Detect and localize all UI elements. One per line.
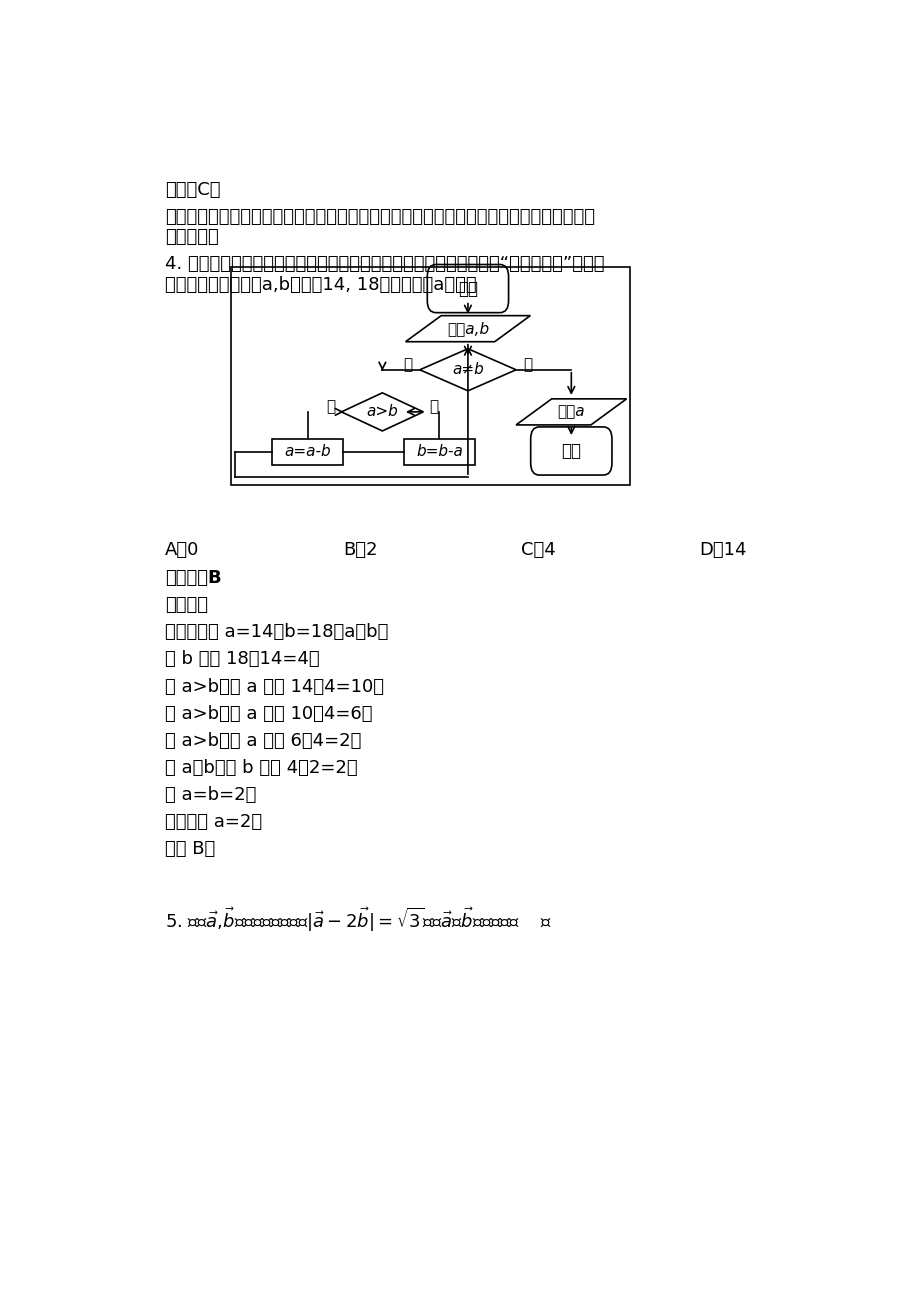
Text: 故选：C．: 故选：C． <box>165 181 221 199</box>
Bar <box>231 267 630 486</box>
Text: 故选 B．: 故选 B． <box>165 840 215 858</box>
Text: 是: 是 <box>326 400 335 414</box>
Text: 输入a,b: 输入a,b <box>447 322 489 336</box>
Text: 则 b 变为 18－14=4，: 则 b 变为 18－14=4， <box>165 651 319 668</box>
Text: b=b-a: b=b-a <box>415 444 462 460</box>
Text: 于基础题．: 于基础题． <box>165 228 219 246</box>
Bar <box>403 439 474 465</box>
Text: 由 a>b，则 a 变为 10－4=6，: 由 a>b，则 a 变为 10－4=6， <box>165 704 372 723</box>
Polygon shape <box>405 315 529 341</box>
Text: 是: 是 <box>403 357 413 372</box>
Text: B．2: B．2 <box>343 542 378 560</box>
Text: 输出a: 输出a <box>557 405 584 419</box>
FancyBboxPatch shape <box>426 264 508 312</box>
Text: 【解析】: 【解析】 <box>165 596 208 615</box>
Text: 则输出的 a=2．: 则输出的 a=2． <box>165 812 262 831</box>
Text: D．14: D．14 <box>698 542 746 560</box>
Bar <box>272 439 343 465</box>
Text: A．0: A．0 <box>165 542 199 560</box>
Text: 【详解】由 a=14，b=18，a＜b，: 【详解】由 a=14，b=18，a＜b， <box>165 624 388 642</box>
Text: 【答案】B: 【答案】B <box>165 569 221 587</box>
Text: 由 a＜b，则 b 变为 4－2=2，: 由 a＜b，则 b 变为 4－2=2， <box>165 759 357 777</box>
Polygon shape <box>516 398 626 424</box>
Text: 5. 已知$\vec{a}$,$\vec{b}$均为单位向量，若$|\vec{a}-2\vec{b}|=\sqrt{3}$，则$\vec{a}$与$\vec{b: 5. 已知$\vec{a}$,$\vec{b}$均为单位向量，若$|\vec{a… <box>165 906 550 935</box>
Text: 否: 否 <box>523 357 532 372</box>
Text: 由 a>b，则 a 变为 14－4=10，: 由 a>b，则 a 变为 14－4=10， <box>165 677 383 695</box>
Text: 否: 否 <box>428 400 437 414</box>
Text: a=a-b: a=a-b <box>284 444 331 460</box>
Text: 该程序框图，若输入a,b分别为14, 18，则输出的a＝（）: 该程序框图，若输入a,b分别为14, 18，则输出的a＝（） <box>165 276 476 293</box>
Text: a≠b: a≠b <box>451 362 483 378</box>
Text: 开始: 开始 <box>458 280 477 298</box>
Polygon shape <box>419 349 516 391</box>
Text: 由 a>b，则 a 变为 6－4=2，: 由 a>b，则 a 变为 6－4=2， <box>165 732 361 750</box>
Text: 由 a=b=2，: 由 a=b=2， <box>165 786 256 803</box>
FancyBboxPatch shape <box>530 427 611 475</box>
Text: 结束: 结束 <box>561 441 581 460</box>
Text: a>b: a>b <box>366 405 398 419</box>
Text: 4. 右边程序框图的算法思路源于我国古代数学名著《九章算术》中的“更相减损术”．执行: 4. 右边程序框图的算法思路源于我国古代数学名著《九章算术》中的“更相减损术”．… <box>165 255 604 273</box>
Text: C．4: C．4 <box>521 542 556 560</box>
Text: 【点睛】本题考查命题真假的判断，考查折线图的性质等基础知识，考查运算求解能力，属: 【点睛】本题考查命题真假的判断，考查折线图的性质等基础知识，考查运算求解能力，属 <box>165 208 595 227</box>
Polygon shape <box>341 393 423 431</box>
